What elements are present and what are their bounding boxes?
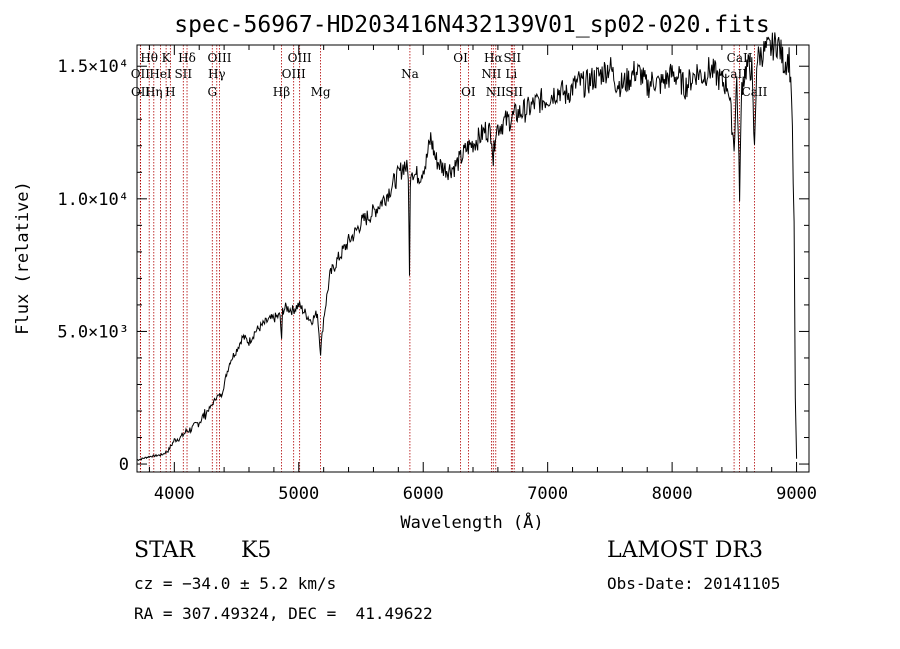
line-label: SII xyxy=(503,51,521,65)
line-label: SII xyxy=(174,67,192,81)
line-label: Li xyxy=(505,67,517,81)
x-axis-label: Wavelength (Å) xyxy=(400,511,543,533)
y-tick-label: 0 xyxy=(119,455,129,475)
x-tick-label: 8000 xyxy=(652,484,693,504)
x-tick-label: 9000 xyxy=(776,484,817,504)
y-axis: 0 5.0×10³ 1.0×10⁴ 1.5×10⁴ xyxy=(57,57,809,475)
line-label: G xyxy=(207,85,217,99)
y-axis-label: Flux (relative) xyxy=(13,181,33,335)
line-label: CaII xyxy=(727,51,753,65)
line-label: OII xyxy=(131,67,151,81)
line-label: CaII xyxy=(742,85,768,99)
x-tick-label: 4000 xyxy=(154,484,195,504)
object-class: STAR xyxy=(134,538,195,563)
line-label: OIII xyxy=(288,51,312,65)
line-label: Na xyxy=(401,67,419,81)
redshift-cz: cz = −34.0 ± 5.2 km/s xyxy=(134,574,337,593)
line-label: Hβ xyxy=(273,85,290,99)
chart-title: spec-56967-HD203416N432139V01_sp02-020.f… xyxy=(174,12,769,38)
line-label: Hθ xyxy=(140,51,158,65)
line-label: OIII xyxy=(282,67,306,81)
emission-lines xyxy=(139,45,755,472)
plot-frame xyxy=(136,44,810,473)
line-label: K xyxy=(162,51,172,65)
line-label: OI xyxy=(453,51,468,65)
line-label: SII xyxy=(505,85,523,99)
y-tick-label: 5.0×10³ xyxy=(57,322,129,342)
x-tick-label: 6000 xyxy=(403,484,444,504)
x-tick-label: 7000 xyxy=(527,484,568,504)
coordinates: RA = 307.49324, DEC = 41.49622 xyxy=(134,604,433,623)
survey-name: LAMOST DR3 xyxy=(607,538,763,563)
x-tick-label: 5000 xyxy=(278,484,319,504)
line-label: OII xyxy=(131,85,151,99)
line-label: Mg xyxy=(311,85,331,99)
y-tick-label: 1.0×10⁴ xyxy=(57,190,129,210)
line-label: Hδ xyxy=(178,51,196,65)
y-tick-label: 1.5×10⁴ xyxy=(57,57,129,77)
line-label: Hα xyxy=(484,51,503,65)
line-label: CaII xyxy=(721,67,747,81)
x-axis: 4000 5000 6000 7000 8000 9000 xyxy=(148,45,817,504)
spectrum-line xyxy=(136,32,798,462)
line-label: OIII xyxy=(207,51,231,65)
line-label: Hη xyxy=(145,85,163,99)
line-label: Hγ xyxy=(208,67,226,81)
line-label: NII xyxy=(486,85,506,99)
line-label: HeI xyxy=(149,67,172,81)
obs-date: Obs-Date: 20141105 xyxy=(607,574,781,593)
line-labels: HθOIIOIIHηHeIKHSIIHδGHγOIIIHβOIIIOIIIMgN… xyxy=(131,51,768,99)
line-label: NII xyxy=(481,67,501,81)
object-subclass: K5 xyxy=(241,538,272,563)
line-label: H xyxy=(165,85,175,99)
line-label: OI xyxy=(461,85,476,99)
